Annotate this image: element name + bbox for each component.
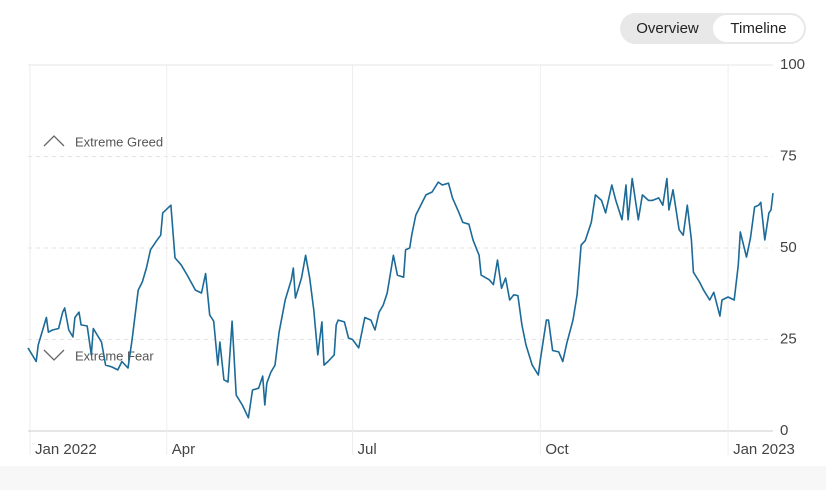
greed-icon (43, 135, 65, 147)
chart: 0 25 50 75 100 Jan 2022 Apr Jul Oct Jan 2023 Extre… (27, 56, 805, 458)
y-tick-label: 100 (780, 56, 805, 73)
toggle-option[interactable]: Timeline (713, 15, 804, 42)
annotation: Extreme Fear (75, 348, 154, 363)
footer-strip (0, 466, 826, 490)
toggle-option[interactable]: Overview (636, 20, 699, 37)
x-tick-label: Jan 2022 (35, 441, 97, 458)
y-tick-label: 50 (780, 239, 797, 256)
annotation: Extreme Greed (75, 134, 163, 149)
x-tick-label: Oct (545, 441, 569, 458)
x-tick-label: Apr (172, 441, 195, 458)
y-tick-label: 75 (780, 147, 797, 164)
index-line (27, 177, 774, 419)
view-toggle: Overview Timeline (620, 13, 806, 44)
x-tick-label: Jan 2023 (733, 441, 795, 458)
y-tick-label: 0 (780, 422, 788, 439)
x-tick-label: Jul (358, 441, 377, 458)
fear-icon (43, 349, 65, 361)
y-tick-label: 25 (780, 330, 797, 347)
